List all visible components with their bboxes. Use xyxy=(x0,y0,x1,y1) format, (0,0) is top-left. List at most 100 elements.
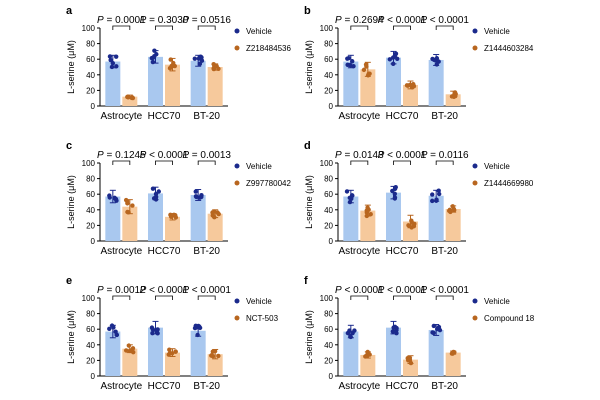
panel-e-data-point xyxy=(113,329,118,334)
panel-b-data-point xyxy=(347,62,353,68)
panel-f-data-point xyxy=(394,331,399,336)
panel-b-legend-marker xyxy=(472,28,478,34)
panel-f-legend-marker xyxy=(472,298,478,304)
panel-e-y-tick-label: 20 xyxy=(86,356,95,365)
panel-f-data-point xyxy=(352,328,357,333)
panel-d-data-point xyxy=(393,184,398,190)
panel-c-data-point xyxy=(113,196,119,202)
panel-c-p-value: P = 0.1245 xyxy=(97,150,146,161)
panel-d-data-point xyxy=(364,208,369,213)
panel-a-compound-bar xyxy=(165,64,180,106)
panel-d-vehicle-bar xyxy=(343,196,359,241)
panel-b-p-value: P = 0.2694 xyxy=(335,15,384,26)
panel-f-significance-bracket xyxy=(350,295,369,300)
panel-d-data-point xyxy=(436,188,441,193)
panel-b-significance-bracket xyxy=(393,25,411,30)
panel-f-y-tick-label: 40 xyxy=(324,341,333,350)
panel-e-data-point xyxy=(195,332,200,338)
panel-c-data-point xyxy=(125,209,130,215)
panel-e-x-tick-label: Astrocyte xyxy=(100,381,142,392)
panel-d-vehicle-bar xyxy=(386,192,401,241)
panel-d-data-point xyxy=(446,208,452,214)
panel-a-legend-label: Z218484536 xyxy=(246,44,291,53)
panel-a-x-tick-label: BT-20 xyxy=(193,111,220,122)
panel-b-data-point xyxy=(351,64,356,69)
panel-d-y-tick-label: 20 xyxy=(324,221,333,230)
panel-f-y-tick-label: 20 xyxy=(324,356,333,365)
panel-c-compound-bar xyxy=(165,216,180,241)
panel-d-data-point xyxy=(436,191,442,197)
panel-a-vehicle-bar xyxy=(190,60,206,106)
panel-a-y-tick-label: 80 xyxy=(86,40,95,49)
panel-d-significance-bracket xyxy=(435,160,454,165)
panel-f-x-tick-label: Astrocyte xyxy=(338,381,380,392)
panel-f-data-point xyxy=(347,328,352,333)
panel-e-data-point xyxy=(197,325,203,331)
panel-d-data-point xyxy=(430,198,435,204)
panel-e-y-tick-label: 0 xyxy=(91,372,96,381)
panel-d-letter: d xyxy=(304,140,311,152)
panel-f-p-value: P < 0.0001 xyxy=(378,285,427,296)
panel-a-data-point xyxy=(110,60,116,66)
panel-c-x-tick-label: Astrocyte xyxy=(100,246,142,257)
panel-d-data-point xyxy=(344,189,350,194)
panel-f-compound-bar xyxy=(360,354,376,376)
panel-e-data-point xyxy=(210,349,216,354)
panel-a-data-point xyxy=(167,66,173,71)
panel-c-legend-marker xyxy=(234,163,240,169)
panel-b-significance-bracket xyxy=(350,25,369,30)
panel-a-data-point xyxy=(197,61,203,67)
panel-d-legend-marker xyxy=(472,180,478,186)
panel-f-significance-bracket xyxy=(435,295,454,300)
panel-e-data-point xyxy=(109,323,115,328)
panel-d-y-tick-label: 100 xyxy=(320,159,334,168)
panel-d-x-tick-label: BT-20 xyxy=(431,246,458,257)
panel-a-data-point xyxy=(154,52,159,57)
panel-d-y-axis-label: L-serine (μM) xyxy=(304,175,314,229)
panel-d-y-tick-label: 60 xyxy=(324,190,333,199)
panel-b-y-tick-label: 0 xyxy=(329,102,334,111)
panel-f-y-tick-label: 60 xyxy=(324,325,333,334)
panel-a-data-point xyxy=(109,64,115,70)
panel-c-data-point xyxy=(210,210,215,215)
panel-c-y-tick-label: 100 xyxy=(82,159,96,168)
panel-a-data-point xyxy=(168,57,173,62)
panel-a-data-point xyxy=(130,95,135,100)
panel-e-y-tick-label: 80 xyxy=(86,310,95,319)
panel-c-legend-marker xyxy=(234,180,240,186)
panel-e-data-point xyxy=(193,323,198,329)
panel-c-data-point xyxy=(199,194,204,200)
panel-f-data-point xyxy=(348,334,353,339)
panel-d-data-point xyxy=(392,196,398,201)
panel-c-x-tick-label: HCC70 xyxy=(148,246,181,257)
panel-a-y-tick-label: 60 xyxy=(86,55,95,64)
panel-c-data-point xyxy=(125,201,130,206)
panel-b-data-point xyxy=(407,82,413,87)
panel-d-legend-label: Z1444669980 xyxy=(484,179,534,188)
panel-d-y-tick-label: 0 xyxy=(329,237,334,246)
panel-e-legend-label: NCT-503 xyxy=(246,314,279,323)
panel-a-data-point xyxy=(113,54,119,59)
panel-c-data-point xyxy=(107,195,112,200)
panel-a-significance-bracket xyxy=(112,25,131,30)
panel-b-data-point xyxy=(346,55,351,61)
panel-c-significance-bracket xyxy=(197,160,216,165)
panel-b-y-axis-label: L-serine (μM) xyxy=(304,40,314,94)
panel-e-p-value: P = 0.0012 xyxy=(97,285,146,296)
panel-e-vehicle-bar xyxy=(105,331,121,376)
panel-e-y-tick-label: 100 xyxy=(82,294,96,303)
panel-f-data-point xyxy=(363,354,368,359)
panel-a-letter: a xyxy=(66,5,73,17)
panel-e-vehicle-bar xyxy=(190,330,206,376)
panel-a-data-point xyxy=(108,57,113,63)
panel-b-data-point xyxy=(395,56,400,62)
panel-c-data-point xyxy=(215,210,220,215)
panel-c-y-tick-label: 0 xyxy=(91,237,96,246)
panel-f-x-tick-label: HCC70 xyxy=(386,381,419,392)
panel-b-y-tick-label: 60 xyxy=(324,55,333,64)
panel-c-significance-bracket xyxy=(155,160,173,165)
panel-a-y-tick-label: 40 xyxy=(86,71,95,80)
panel-b-data-point xyxy=(387,57,393,62)
panel-b-data-point xyxy=(391,61,396,66)
